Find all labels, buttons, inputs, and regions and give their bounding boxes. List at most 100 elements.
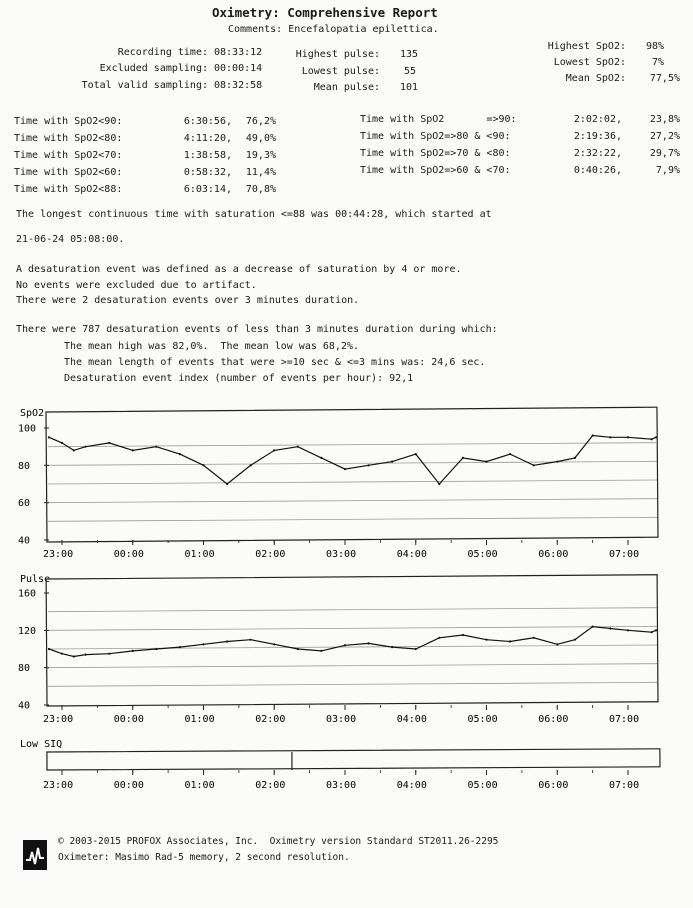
x-tick-label: 23:00 (43, 714, 73, 725)
data-point (178, 453, 182, 456)
time-below-pct: 19,3% (245, 150, 276, 161)
data-point (508, 453, 512, 456)
time-below-label: Time with SpO2<88: (14, 184, 123, 195)
data-point (155, 647, 158, 651)
time-range-time: 2:19:36, (573, 131, 622, 142)
data-point (609, 436, 612, 439)
summary-value: 55 (404, 66, 417, 77)
x-tick-label: 00:00 (114, 714, 144, 725)
data-point (202, 643, 205, 646)
gridline (47, 644, 658, 650)
report-comments: Comments: Encefalopatia epilettica. (228, 24, 439, 35)
data-point (556, 643, 559, 646)
pulse-gridlines (47, 607, 658, 687)
data-point (108, 441, 111, 445)
spo2-y-ticks: 100 80 60 40 (18, 424, 49, 547)
summary-value: 08:32:58 (214, 80, 263, 91)
x-tick-label: 04:00 (397, 780, 427, 790)
pulse-x-ticks: 23:00 00:00 01:00 02:00 03:00 04:00 05:00 06:00… (43, 705, 639, 725)
data-point (654, 629, 658, 632)
time-below-row: Time with SpO2<60: (14, 167, 122, 179)
pulse-trace (47, 625, 658, 658)
summary-value: 135 (400, 49, 419, 60)
data-point (47, 436, 51, 439)
data-point (60, 441, 64, 445)
data-point (320, 456, 323, 459)
summary-label: Mean pulse: (313, 82, 380, 93)
x-tick-label: 03:00 (326, 780, 356, 790)
x-tick-label: 02:00 (255, 714, 285, 725)
mean-event-length: The mean length of events that were >=10… (64, 357, 486, 368)
y-tick-label: 60 (18, 498, 30, 509)
gridline (47, 663, 658, 669)
y-tick-label: 100 (18, 424, 36, 435)
gridline (47, 681, 658, 687)
summary-value: 7% (651, 57, 664, 68)
data-point (320, 649, 323, 652)
x-tick-label: 06:00 (538, 714, 568, 725)
time-below-label: Time with SpO2<70: (14, 150, 123, 161)
footer-copyright: © 2003-2015 PROFOX Associates, Inc. Oxim… (58, 836, 499, 847)
spo2-chart-ylabel: SpO2 (20, 408, 44, 419)
time-range-label: Time with SpO2=>60 & <70: (360, 165, 511, 176)
data-point (626, 629, 630, 632)
time-below-time: 1:38:58, (183, 150, 232, 161)
x-tick-label: 00:00 (114, 549, 144, 560)
data-point (391, 460, 394, 463)
low-siq-label: Low SIQ (20, 739, 62, 750)
long-events-note: There were 2 desaturation events over 3 … (16, 295, 360, 306)
time-below-label: Time with SpO2<80: (14, 133, 123, 144)
time-range-label: Time with SpO2 =>90: (360, 114, 517, 125)
data-point (414, 647, 417, 651)
data-point (573, 638, 577, 641)
data-point (131, 449, 134, 452)
data-point (609, 627, 612, 630)
data-point (249, 638, 252, 641)
time-below-row: Time with SpO2<80: (14, 133, 122, 145)
data-point (72, 449, 75, 452)
data-point (178, 646, 182, 649)
y-tick-label: 160 (18, 589, 36, 600)
data-point (273, 449, 276, 452)
y-tick-label: 40 (18, 536, 30, 547)
summary-label: Total valid sampling: (81, 80, 208, 91)
time-range-label: Time with SpO2=>70 & <80: (360, 148, 511, 159)
data-point (461, 633, 465, 637)
data-point (391, 646, 394, 649)
summary-value: 77,5% (649, 73, 680, 84)
x-tick-label: 06:00 (538, 780, 568, 790)
gridline (47, 498, 658, 504)
longest-desat-text: The longest continuous time with saturat… (16, 209, 492, 220)
data-point (650, 438, 653, 441)
x-tick-label: 04:00 (397, 714, 427, 725)
summary-value: 101 (400, 82, 419, 93)
data-point (60, 652, 64, 655)
data-point (131, 649, 134, 652)
x-tick-label: 06:00 (538, 549, 568, 560)
data-point (654, 436, 658, 439)
data-point (650, 631, 653, 634)
x-tick-label: 07:00 (609, 549, 639, 560)
time-range-pct: 7,9% (655, 165, 680, 176)
data-point (343, 467, 347, 471)
series-line (48, 434, 657, 485)
data-point (155, 445, 158, 448)
data-point (225, 482, 229, 486)
x-tick-label: 05:00 (468, 780, 498, 790)
data-point (367, 642, 370, 645)
short-events-intro: There were 787 desaturation events of le… (16, 324, 498, 335)
gridline (47, 625, 658, 631)
spo2-x-ticks: 23:00 00:00 01:00 02:00 03:00 04:00 05:00 06:00… (43, 540, 639, 560)
data-point (296, 647, 299, 651)
data-point (249, 464, 252, 467)
artifact-note: No events were excluded due to artifact. (16, 280, 257, 291)
time-below-row: Time with SpO2<88: (14, 184, 122, 196)
gridline (47, 479, 658, 485)
data-point (367, 464, 370, 467)
time-below-time: 4:11:20, (183, 133, 232, 144)
pulse-chart-frame (45, 574, 659, 707)
data-point (438, 482, 441, 486)
time-range-pct: 23,8% (649, 114, 680, 125)
data-point (47, 647, 51, 651)
x-tick-label: 23:00 (43, 549, 73, 560)
